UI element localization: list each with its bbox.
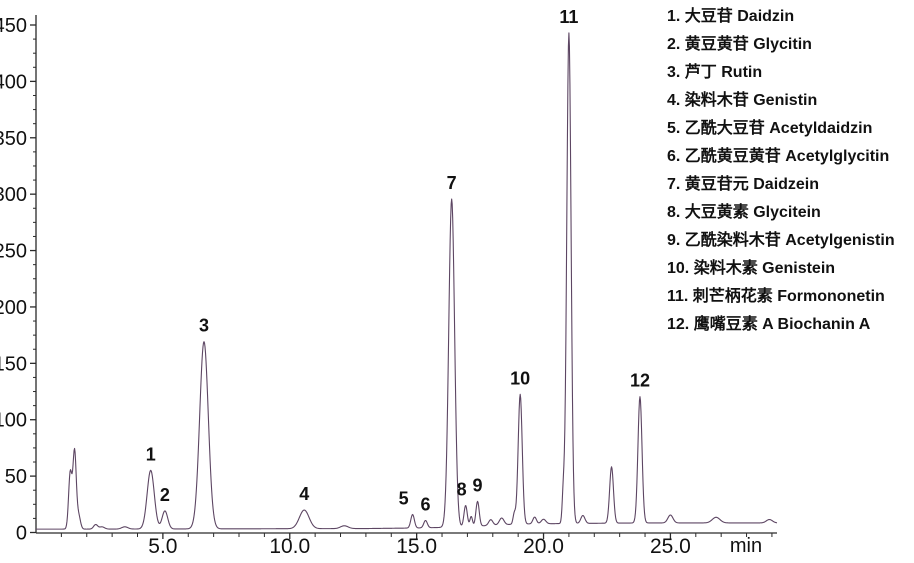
x-tick-label: 20.0 bbox=[523, 535, 564, 558]
peak-label-7: 7 bbox=[447, 173, 457, 193]
x-axis-unit-label: min bbox=[730, 535, 762, 557]
peak-label-3: 3 bbox=[199, 316, 209, 336]
y-tick-label: 300 bbox=[0, 184, 27, 206]
y-tick-label: 50 bbox=[5, 466, 27, 488]
legend: 1. 大豆苷 Daidzin 2. 黄豆黄苷 Glycitin 3. 芦丁 Ru… bbox=[667, 3, 913, 339]
y-tick-label: 400 bbox=[0, 71, 27, 93]
x-tick-label: 25.0 bbox=[650, 535, 691, 558]
legend-item-10: 10. 染料木素 Genistein bbox=[667, 260, 836, 277]
y-tick-label: 250 bbox=[0, 241, 27, 263]
legend-item-5: 5. 乙酰大豆苷 Acetyldaidzin bbox=[667, 120, 873, 137]
y-tick-label: 100 bbox=[0, 410, 27, 432]
peak-label-8: 8 bbox=[457, 479, 467, 499]
y-tick-label: 150 bbox=[0, 353, 27, 375]
legend-item-11: 11. 刺芒柄花素 Formononetin bbox=[667, 288, 885, 305]
x-tick-label: 10.0 bbox=[269, 535, 310, 558]
chromatogram-trace bbox=[35, 32, 778, 530]
legend-item-8: 8. 大豆黄素 Glycitein bbox=[667, 204, 821, 221]
peak-label-11: 11 bbox=[559, 7, 578, 27]
y-tick-label: 200 bbox=[0, 297, 27, 319]
peak-label-9: 9 bbox=[473, 475, 483, 495]
legend-item-4: 4. 染料木苷 Genistin bbox=[667, 92, 818, 109]
peak-label-6: 6 bbox=[421, 494, 431, 514]
peak-label-2: 2 bbox=[160, 485, 170, 505]
x-tick-label: 15.0 bbox=[396, 535, 437, 558]
y-tick-label: 450 bbox=[0, 15, 27, 37]
y-tick-label: 0 bbox=[16, 523, 27, 545]
legend-item-12: 12. 鹰嘴豆素 A Biochanin A bbox=[667, 316, 871, 333]
legend-item-1: 1. 大豆苷 Daidzin bbox=[667, 8, 795, 25]
y-tick-label: 350 bbox=[0, 128, 27, 150]
peak-label-4: 4 bbox=[299, 484, 309, 504]
peak-label-5: 5 bbox=[399, 489, 409, 509]
x-tick-label: 5.0 bbox=[148, 535, 177, 558]
legend-item-9: 9. 乙酰染料木苷 Acetylgenistin bbox=[667, 232, 895, 249]
legend-item-7: 7. 黄豆苷元 Daidzein bbox=[667, 176, 820, 193]
legend-item-2: 2. 黄豆黄苷 Glycitin bbox=[667, 36, 812, 53]
legend-item-3: 3. 芦丁 Rutin bbox=[667, 64, 763, 81]
legend-item-6: 6. 乙酰黄豆黄苷 Acetylglycitin bbox=[667, 148, 890, 165]
peak-label-10: 10 bbox=[510, 368, 530, 388]
peak-label-1: 1 bbox=[146, 444, 156, 464]
peak-label-12: 12 bbox=[630, 371, 650, 391]
